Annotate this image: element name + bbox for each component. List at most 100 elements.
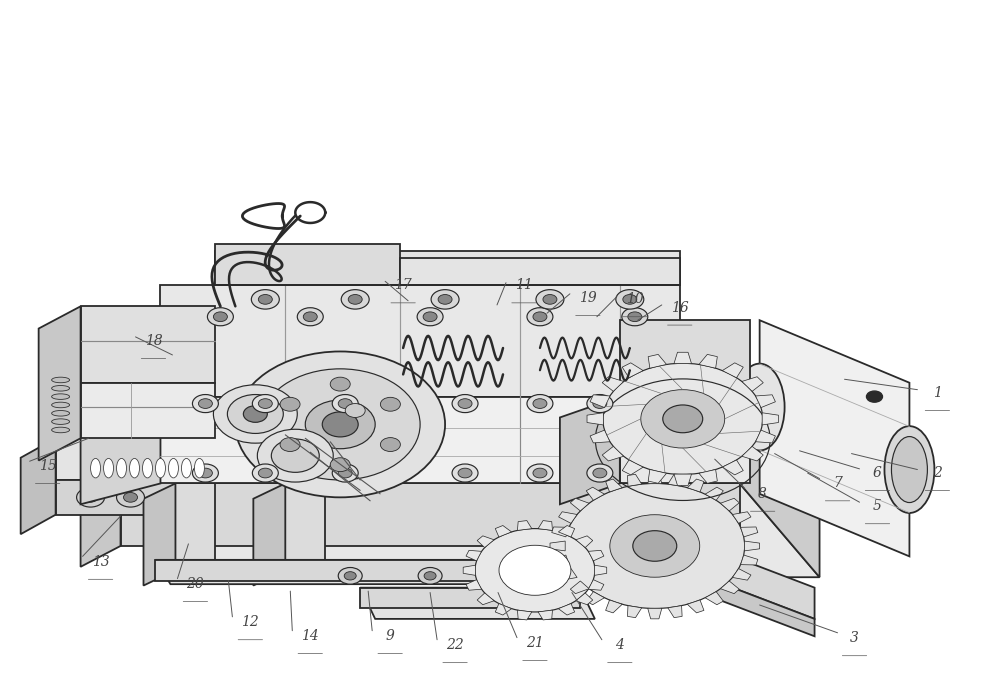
Polygon shape	[648, 473, 662, 484]
Polygon shape	[576, 536, 593, 548]
Polygon shape	[742, 446, 763, 461]
Circle shape	[587, 395, 613, 413]
Text: 12: 12	[241, 615, 259, 629]
Polygon shape	[121, 484, 820, 577]
Ellipse shape	[52, 427, 70, 433]
Circle shape	[341, 290, 369, 309]
Text: 5: 5	[873, 499, 882, 514]
Circle shape	[587, 464, 613, 482]
Circle shape	[593, 399, 607, 409]
Polygon shape	[705, 487, 723, 500]
Polygon shape	[215, 244, 400, 285]
Polygon shape	[622, 363, 643, 378]
Circle shape	[641, 390, 725, 448]
Polygon shape	[587, 413, 603, 425]
Polygon shape	[586, 487, 604, 500]
Ellipse shape	[52, 402, 70, 408]
Polygon shape	[21, 438, 56, 534]
Polygon shape	[699, 470, 717, 483]
Circle shape	[616, 290, 644, 309]
Polygon shape	[253, 484, 285, 585]
Circle shape	[603, 363, 763, 475]
Polygon shape	[552, 527, 569, 537]
Circle shape	[417, 308, 443, 326]
Polygon shape	[81, 383, 215, 438]
Circle shape	[258, 399, 272, 409]
Polygon shape	[552, 555, 569, 565]
Polygon shape	[81, 397, 160, 505]
Text: 2: 2	[933, 466, 942, 480]
Text: 3: 3	[850, 631, 859, 645]
Text: 13: 13	[92, 555, 109, 569]
Text: 8: 8	[758, 487, 767, 501]
Polygon shape	[660, 560, 815, 636]
Polygon shape	[622, 460, 643, 475]
Circle shape	[338, 567, 362, 584]
Circle shape	[258, 468, 272, 478]
Polygon shape	[687, 600, 704, 613]
Polygon shape	[756, 430, 775, 443]
Polygon shape	[620, 397, 750, 484]
Polygon shape	[588, 580, 604, 590]
Circle shape	[235, 351, 445, 498]
Circle shape	[338, 399, 352, 409]
Polygon shape	[699, 354, 717, 368]
Polygon shape	[466, 580, 482, 590]
Polygon shape	[674, 352, 692, 363]
Circle shape	[622, 308, 648, 326]
Polygon shape	[160, 397, 680, 484]
Polygon shape	[720, 498, 739, 511]
Polygon shape	[559, 512, 577, 523]
Circle shape	[431, 290, 459, 309]
Circle shape	[330, 377, 350, 391]
Polygon shape	[620, 320, 750, 397]
Circle shape	[527, 464, 553, 482]
Text: 20: 20	[187, 577, 204, 591]
Polygon shape	[590, 430, 610, 443]
Text: 10: 10	[626, 292, 644, 306]
Text: 21: 21	[526, 636, 544, 650]
Circle shape	[257, 429, 333, 482]
Polygon shape	[360, 587, 580, 608]
Circle shape	[475, 528, 595, 612]
Text: 18: 18	[145, 334, 162, 348]
Ellipse shape	[168, 459, 178, 478]
Circle shape	[418, 567, 442, 584]
Circle shape	[458, 468, 472, 478]
Circle shape	[380, 397, 400, 411]
Polygon shape	[538, 521, 552, 530]
Polygon shape	[81, 306, 215, 383]
Polygon shape	[627, 606, 642, 617]
Circle shape	[452, 464, 478, 482]
Polygon shape	[732, 569, 751, 580]
Ellipse shape	[52, 419, 70, 425]
Polygon shape	[175, 484, 215, 570]
Text: 11: 11	[515, 278, 533, 292]
Circle shape	[243, 406, 267, 422]
Polygon shape	[517, 521, 532, 530]
Text: 15: 15	[39, 459, 57, 473]
Circle shape	[117, 488, 144, 507]
Circle shape	[330, 458, 350, 472]
Ellipse shape	[735, 363, 785, 450]
Circle shape	[213, 385, 297, 443]
Polygon shape	[477, 536, 494, 548]
Polygon shape	[627, 474, 642, 487]
Ellipse shape	[130, 459, 140, 478]
Circle shape	[305, 400, 375, 449]
Polygon shape	[586, 592, 604, 605]
Circle shape	[84, 493, 98, 503]
Polygon shape	[602, 377, 624, 391]
Circle shape	[297, 308, 323, 326]
Ellipse shape	[884, 426, 934, 513]
Polygon shape	[602, 446, 624, 461]
Polygon shape	[594, 565, 607, 576]
Ellipse shape	[91, 459, 101, 478]
Polygon shape	[550, 541, 565, 551]
Circle shape	[332, 395, 358, 413]
Circle shape	[423, 312, 437, 322]
Polygon shape	[648, 354, 667, 368]
Ellipse shape	[52, 394, 70, 400]
Polygon shape	[576, 593, 593, 605]
Circle shape	[271, 439, 319, 473]
